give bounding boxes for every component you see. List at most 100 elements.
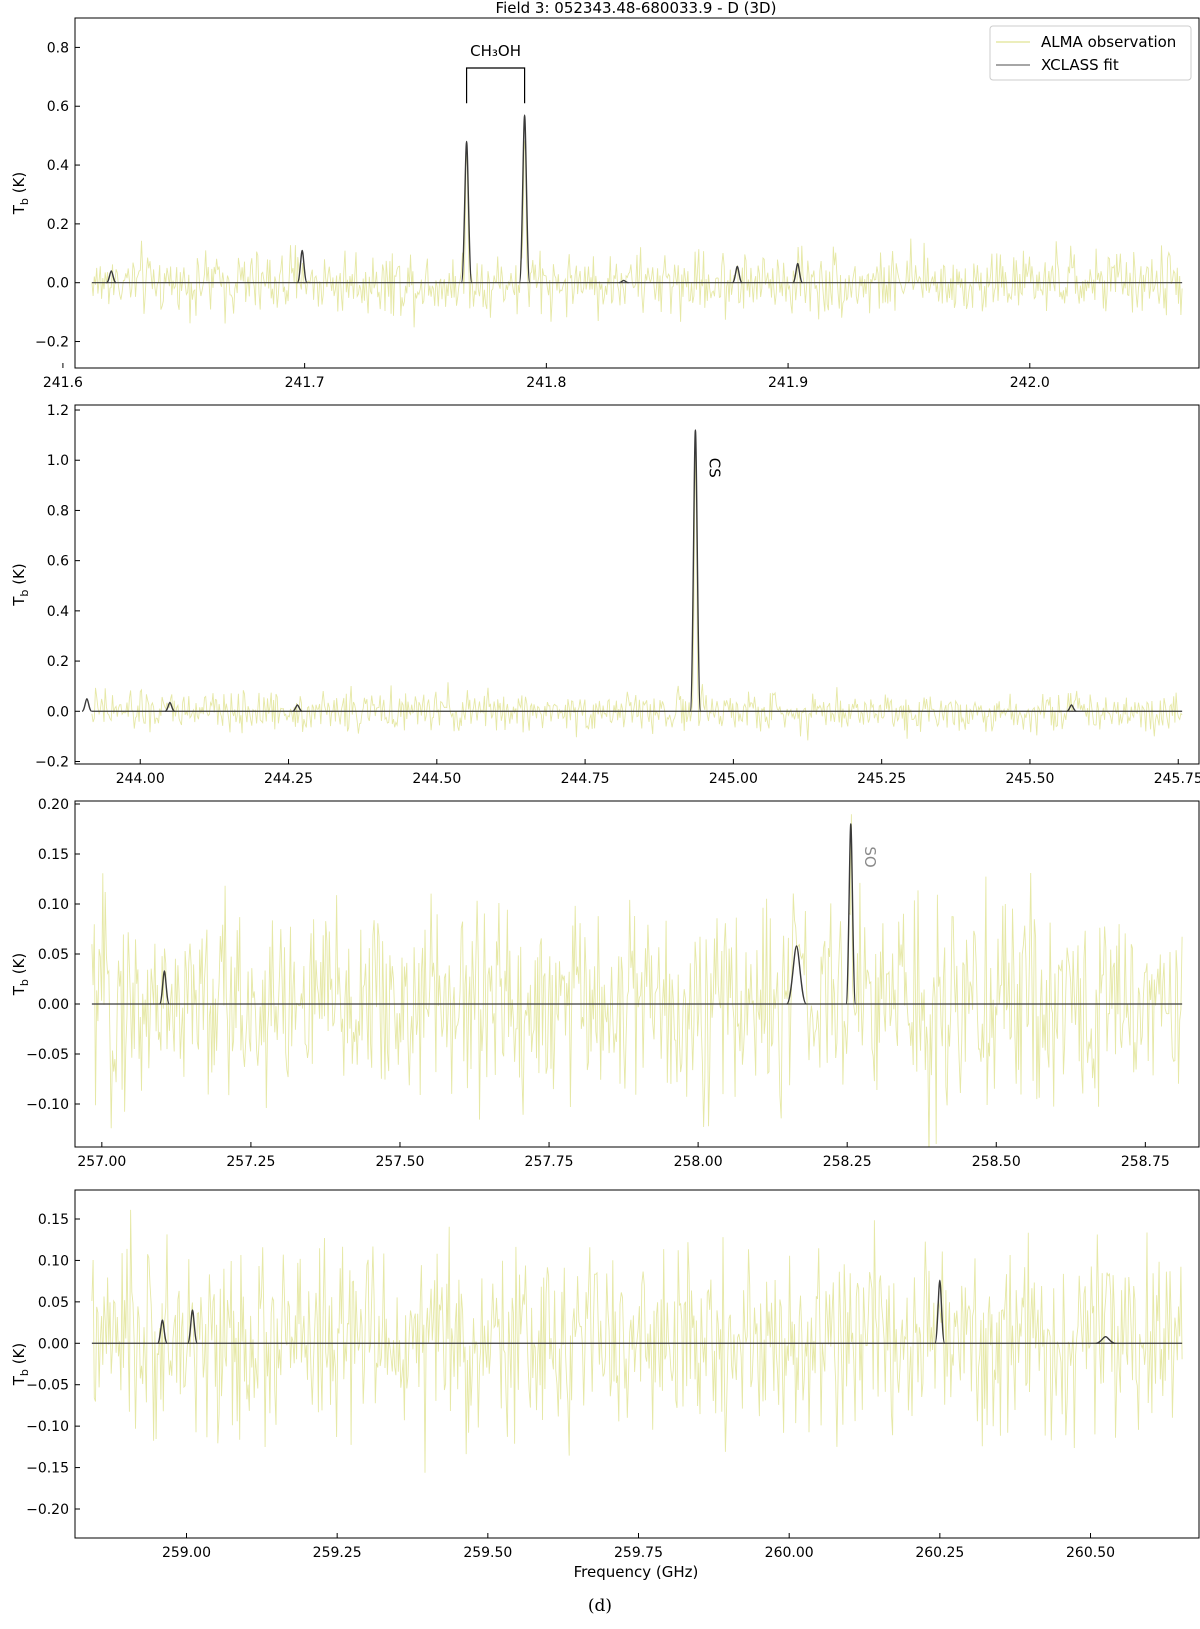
panel-1: 241.6 241.7 241.8 241.9 242.0 −0.2 0.0 0.2 0.4 0.… [10,17,1200,391]
x-tick-label: 257.25 [226,1154,275,1170]
x-tick-label: 257.75 [525,1154,574,1170]
axes-frame [74,800,1200,1148]
ch3oh-bracket [465,67,526,104]
panel-3: 257.00 257.25 257.50 257.75 258.00 258.25 258.… [10,797,1200,1170]
y-tick-label: 0.20 [38,797,69,813]
fit-peak [689,429,702,712]
y-tick-label: −0.10 [26,1097,69,1113]
observation-trace [91,140,1183,328]
x-tick-label: 241.8 [526,375,566,391]
fit-peak [1066,704,1077,712]
x-tick-label: 244.50 [412,771,461,787]
observation-trace [91,814,1183,1147]
panels: 241.6 241.7 241.8 241.9 242.0 −0.2 0.0 0.2 0.4 0.… [10,17,1200,1581]
x-tick-label: 258.00 [674,1154,723,1170]
fit-peak [792,262,804,284]
x-tick-label: 258.50 [972,1154,1021,1170]
y-tick-label: −0.10 [26,1419,69,1435]
figure-title: Field 3: 052343.48-680033.9 - D (3D) [496,0,777,17]
x-tick-label: 245.00 [709,771,758,787]
fit-peak [296,249,308,284]
fit-peak [618,279,629,284]
fit-peak [518,114,531,284]
y-tick-label: −0.2 [35,335,69,351]
y-axis-label: Tb (K) [10,1343,31,1386]
x-axis-label: Frequency (GHz) [574,1563,699,1581]
axes-frame [74,1189,1200,1539]
x-tick-label: 260.50 [1066,1545,1115,1561]
y-tick-label: 1.0 [47,453,69,469]
x-tick-label: 259.00 [162,1545,211,1561]
legend: ALMA observation XCLASS fit [989,25,1192,81]
y-tick-label: 0.6 [47,554,69,570]
y-tick-label: 0.0 [47,704,69,720]
x-tick-label: 241.7 [285,375,325,391]
legend-label-fit: XCLASS fit [1041,56,1119,74]
y-axis-label: Tb (K) [10,953,31,996]
y-tick-label: 0.6 [47,99,69,115]
fit-peak [292,704,303,712]
y-tick-label: 0.8 [47,40,69,56]
y-tick-label: −0.15 [26,1461,69,1477]
line-label-so: SO [861,846,879,867]
x-tick-label: 244.75 [561,771,610,787]
y-tick-label: 0.8 [47,503,69,519]
y-tick-label: −0.2 [35,754,69,770]
fit-peak [934,1279,946,1344]
x-tick-label: 241.9 [768,375,808,391]
x-tick-label: 260.00 [765,1545,814,1561]
fit-peak [460,140,473,284]
fit-peak [106,270,117,284]
x-tick-label: 244.25 [264,771,313,787]
fit-peak [81,697,93,712]
y-axis-label: Tb (K) [10,563,31,606]
y-tick-label: −0.20 [26,1502,69,1518]
y-tick-label: 0.00 [38,1336,69,1352]
x-tick-label: 258.25 [823,1154,872,1170]
legend-box [989,25,1192,81]
observation-trace [91,441,1183,741]
fit-peak [786,945,807,1005]
x-tick-label: 245.25 [857,771,906,787]
y-tick-label: 0.15 [38,1212,69,1228]
y-tick-label: 0.4 [47,158,69,174]
x-tick-label: 241.6 [43,375,83,391]
fit-peak [731,265,743,284]
x-tick-label: 259.50 [463,1545,512,1561]
fit-peak [158,970,170,1005]
x-tick-label: 259.25 [313,1545,362,1561]
ch3oh-label: CH₃OH [470,42,521,60]
x-tick-label: 258.75 [1121,1154,1170,1170]
fit-peak [187,1309,198,1344]
x-tick-label: 242.0 [1010,375,1050,391]
x-tick-label: 257.00 [77,1154,126,1170]
y-tick-label: −0.05 [26,1378,69,1394]
y-tick-label: 0.4 [47,604,69,620]
fit-peak [845,823,857,1005]
fit-peak [1095,1335,1116,1344]
y-tick-label: 1.2 [47,403,69,419]
y-tick-label: 0.2 [47,217,69,233]
figure-caption: (d) [587,1596,613,1616]
fit-peak [156,1319,168,1344]
y-tick-label: 0.00 [38,997,69,1013]
y-tick-label: 0.15 [38,847,69,863]
y-axis-label: Tb (K) [10,172,31,215]
y-tick-label: −0.05 [26,1047,69,1063]
line-label-cs: CS [705,458,723,478]
x-tick-label: 260.25 [915,1545,964,1561]
axes-frame [74,404,1200,765]
x-tick-label: 257.50 [375,1154,424,1170]
legend-label-observation: ALMA observation [1041,33,1176,51]
y-tick-label: 0.10 [38,897,69,913]
x-tick-label: 245.75 [1154,771,1200,787]
y-tick-label: 0.10 [38,1253,69,1269]
y-tick-label: 0.05 [38,1295,69,1311]
x-tick-label: 259.75 [614,1545,663,1561]
fit-peak [164,701,175,712]
x-tick-label: 245.50 [1005,771,1054,787]
x-tick-label: 244.00 [116,771,165,787]
observation-trace [91,1209,1183,1473]
panel-2: 244.00 244.25 244.50 244.75 245.00 245.25 245.… [10,403,1200,787]
